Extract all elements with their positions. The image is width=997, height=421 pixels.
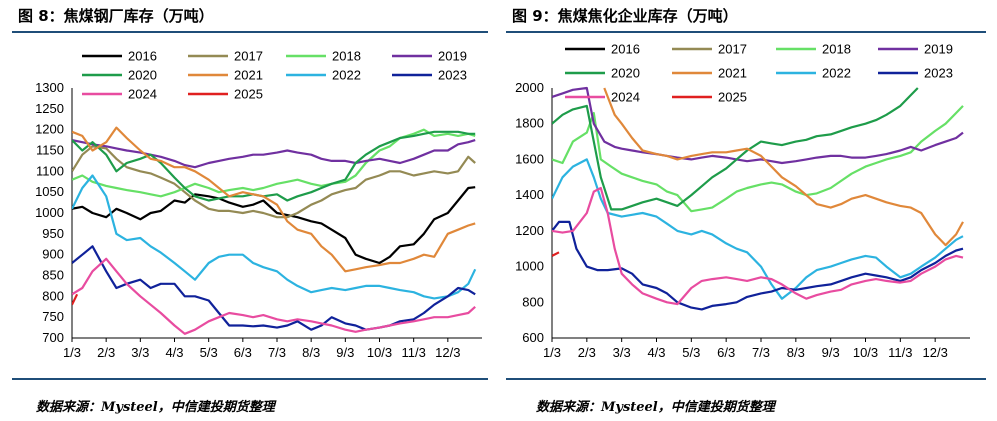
legend-label-2024: 2024	[128, 87, 157, 102]
y-tick-label: 1150	[36, 143, 64, 158]
x-tick-label: 1/3	[63, 345, 81, 360]
legend-label-2017: 2017	[718, 42, 747, 57]
y-tick-label: 1250	[35, 101, 64, 116]
y-tick-label: 1200	[35, 122, 64, 137]
legend-label-2018: 2018	[822, 42, 851, 57]
legend-label-2017: 2017	[234, 49, 263, 64]
chart-2: 600 800 1000 1200 1400 1600 1800 2000 1/3 2/3 3/3 4…	[515, 42, 970, 360]
legend-label-2018: 2018	[332, 49, 361, 64]
y-tick-label: 1800	[515, 116, 544, 131]
y-tick-label: 800	[42, 288, 64, 303]
x-tick-label: 11/3	[888, 345, 912, 360]
x-tick-label: 11/3	[401, 345, 425, 360]
y-tick-label: 700	[42, 330, 64, 345]
series-line-2018	[552, 105, 964, 213]
series-line-2019	[552, 86, 964, 165]
y-tick-label: 950	[42, 226, 64, 241]
x-tick-label: 3/3	[131, 345, 149, 360]
x-tick-label: 10/3	[853, 345, 878, 360]
y-tick-label: 800	[522, 294, 544, 309]
legend-label-2024: 2024	[611, 90, 640, 105]
title-rule-left	[12, 31, 488, 33]
series-line-2019	[72, 139, 476, 169]
legend-label-2020: 2020	[611, 66, 640, 81]
bottom-rule-right	[506, 378, 986, 380]
source-note-left: 数据来源：Mysteel，中信建投期货整理	[36, 400, 275, 415]
series-line-2025	[552, 251, 560, 257]
x-tick-label: 6/3	[717, 345, 735, 360]
legend-label-2020: 2020	[128, 68, 157, 83]
series-line-2022	[72, 174, 477, 300]
legend-label-2021: 2021	[234, 68, 263, 83]
legend-label-2025: 2025	[234, 87, 263, 102]
y-tick-label: 600	[522, 330, 544, 345]
y-tick-label: 1000	[35, 205, 64, 220]
y-tick-label: 850	[42, 268, 64, 283]
legend-label-2025: 2025	[718, 90, 747, 105]
legend-label-2016: 2016	[128, 49, 157, 64]
series-line-2018	[72, 128, 476, 198]
series-line-2020	[552, 87, 919, 211]
y-tick-label: 1600	[515, 151, 544, 166]
y-tick-label: 1000	[515, 259, 544, 274]
series-line-2023	[552, 220, 964, 311]
legend-label-2019: 2019	[924, 42, 953, 57]
chart-title-left: 图 8：焦煤钢厂库存（万吨）	[18, 7, 214, 25]
x-tick-label: 5/3	[682, 345, 700, 360]
series-line-2024	[552, 186, 964, 306]
y-tick-label: 1400	[515, 187, 544, 202]
legend-label-2022: 2022	[332, 68, 361, 83]
legend-label-2022: 2022	[822, 66, 851, 81]
series-line-2021	[603, 87, 964, 247]
y-tick-label: 750	[42, 309, 64, 324]
x-tick-label: 9/3	[336, 345, 354, 360]
series-line-2021	[72, 126, 476, 273]
x-tick-label: 4/3	[647, 345, 665, 360]
legend-label-2016: 2016	[611, 42, 640, 57]
x-tick-label: 7/3	[268, 345, 286, 360]
y-tick-label: 1100	[36, 163, 64, 178]
y-tick-label: 1050	[35, 184, 64, 199]
legend-label-2021: 2021	[718, 66, 747, 81]
x-tick-label: 12/3	[435, 345, 460, 360]
x-tick-label: 4/3	[165, 345, 183, 360]
series-line-2023	[72, 245, 476, 331]
x-tick-label: 12/3	[923, 345, 948, 360]
x-tick-label: 8/3	[302, 345, 320, 360]
source-note-right: 数据来源：Mysteel，中信建投期货整理	[536, 400, 775, 415]
x-tick-label: 10/3	[367, 345, 392, 360]
series-line-2022	[552, 158, 964, 300]
title-rule-right	[506, 31, 986, 33]
x-tick-label: 2/3	[578, 345, 596, 360]
series-line-2016	[72, 186, 476, 265]
y-tick-label: 900	[42, 247, 64, 262]
x-tick-label: 2/3	[97, 345, 115, 360]
x-tick-label: 5/3	[200, 345, 218, 360]
series-line-2024	[72, 257, 476, 335]
legend-label-2019: 2019	[438, 49, 467, 64]
legend-label-2023: 2023	[438, 68, 467, 83]
y-tick-label: 1300	[35, 80, 64, 95]
chart-title-right: 图 9：焦煤焦化企业库存（万吨）	[512, 7, 738, 25]
x-tick-label: 7/3	[752, 345, 770, 360]
series-line-2025	[72, 293, 79, 306]
x-tick-label: 8/3	[787, 345, 805, 360]
legend-label-2023: 2023	[924, 66, 953, 81]
y-tick-label: 1200	[515, 223, 544, 238]
series-line-2020	[72, 130, 476, 202]
series-line-2017	[72, 145, 476, 219]
x-tick-label: 1/3	[543, 345, 561, 360]
bottom-rule-left	[12, 378, 488, 380]
chart-1: 700 750 800 850 900 950 1000 1050 1100 1150 1200 12…	[35, 49, 482, 360]
x-tick-label: 9/3	[822, 345, 840, 360]
x-tick-label: 6/3	[234, 345, 252, 360]
x-tick-label: 3/3	[613, 345, 631, 360]
y-tick-label: 2000	[515, 80, 544, 95]
